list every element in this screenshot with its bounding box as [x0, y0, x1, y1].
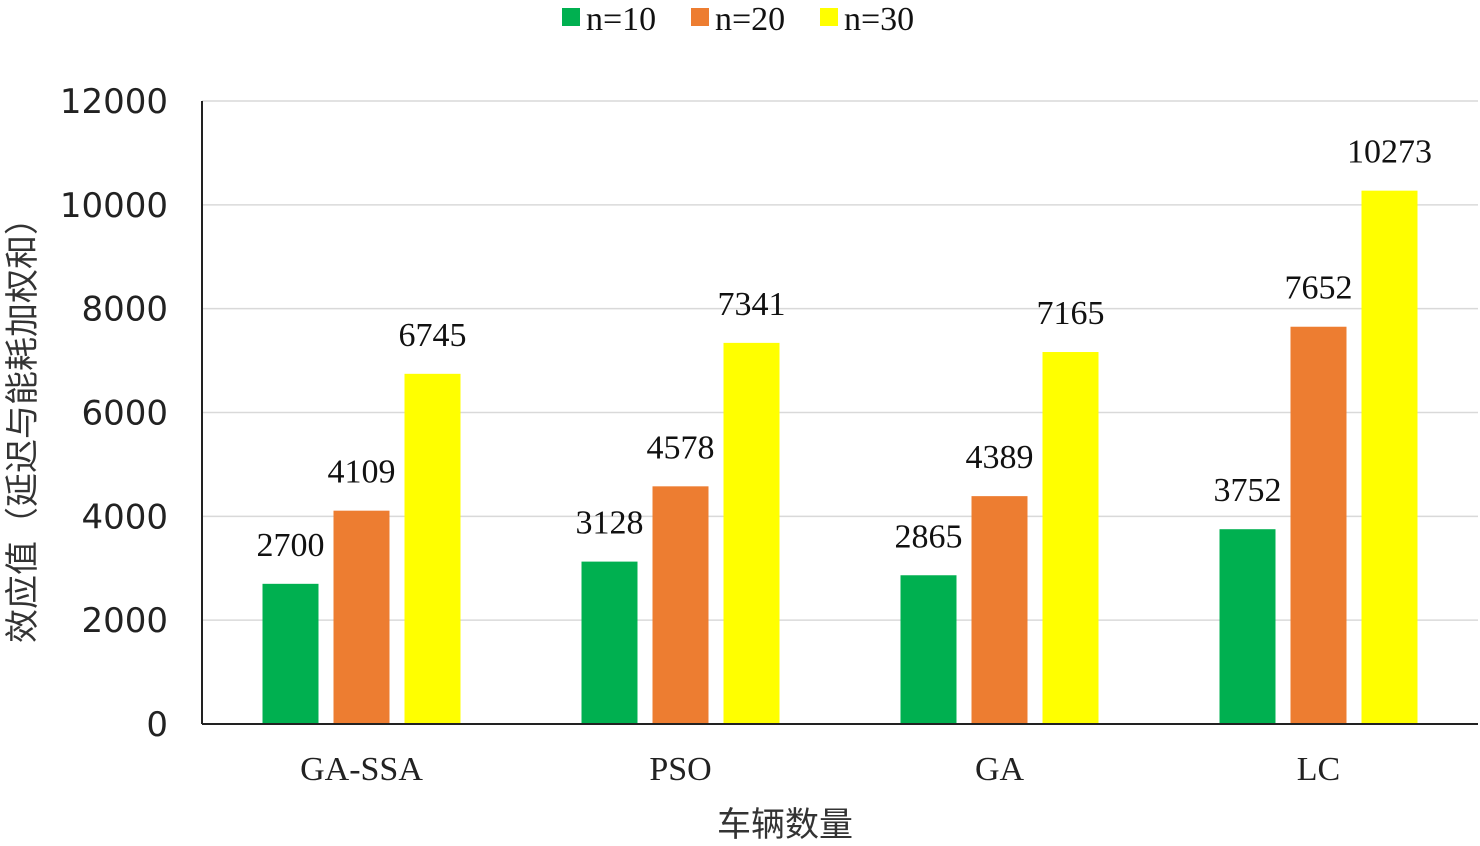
data-label: 10273	[1347, 134, 1432, 171]
bar-n30-pso	[723, 342, 780, 724]
y-tick-label: 8000	[81, 290, 168, 330]
data-label: 2865	[895, 518, 963, 555]
x-axis-ticks: GA-SSA PSO GA LC	[300, 751, 1340, 788]
y-tick-label: 0	[146, 705, 168, 745]
bar-n10-ga-ssa	[262, 583, 319, 724]
data-label: 4389	[966, 439, 1034, 476]
bar-n20-ga-ssa	[333, 510, 390, 724]
x-tick-label: GA-SSA	[300, 751, 423, 788]
bars	[262, 190, 1418, 724]
bar-n10-lc	[1219, 529, 1276, 724]
data-label: 3752	[1214, 472, 1282, 509]
bar-n30-lc	[1361, 190, 1418, 724]
data-label: 6745	[399, 317, 467, 354]
legend-swatch	[691, 8, 709, 26]
legend-label: n=20	[715, 1, 785, 38]
data-label: 7341	[718, 286, 786, 323]
bar-n20-pso	[652, 486, 709, 724]
data-label: 2700	[257, 527, 325, 564]
gridlines	[202, 100, 1478, 621]
bar-n30-ga	[1042, 352, 1099, 724]
data-label: 4109	[328, 454, 396, 491]
bar-n30-ga-ssa	[404, 373, 461, 724]
y-axis-title: 效应值（延迟与能耗加权和）	[3, 201, 43, 643]
legend: n=10 n=20 n=30	[562, 1, 914, 38]
y-tick-label: 12000	[60, 82, 168, 122]
x-tick-label: GA	[975, 751, 1025, 788]
y-axis-ticks: 0 2000 4000 6000 8000 10000 12000	[60, 82, 168, 745]
legend-label: n=10	[586, 1, 656, 38]
legend-swatch	[562, 8, 580, 26]
data-label: 3128	[576, 505, 644, 542]
y-tick-label: 10000	[60, 186, 168, 226]
x-axis-title: 车辆数量	[717, 805, 853, 845]
bar-n20-lc	[1290, 326, 1347, 724]
legend-swatch	[820, 8, 838, 26]
legend-label: n=30	[844, 1, 914, 38]
bar-n20-ga	[971, 496, 1028, 724]
data-label: 7652	[1285, 270, 1353, 307]
y-tick-label: 2000	[81, 601, 168, 641]
bar-n10-pso	[581, 561, 638, 724]
y-tick-label: 6000	[81, 394, 168, 434]
data-label: 7165	[1037, 295, 1105, 332]
data-label: 4578	[647, 429, 715, 466]
x-tick-label: LC	[1297, 751, 1340, 788]
bar-n10-ga	[900, 575, 957, 724]
x-tick-label: PSO	[649, 751, 711, 788]
y-tick-label: 4000	[81, 497, 168, 537]
